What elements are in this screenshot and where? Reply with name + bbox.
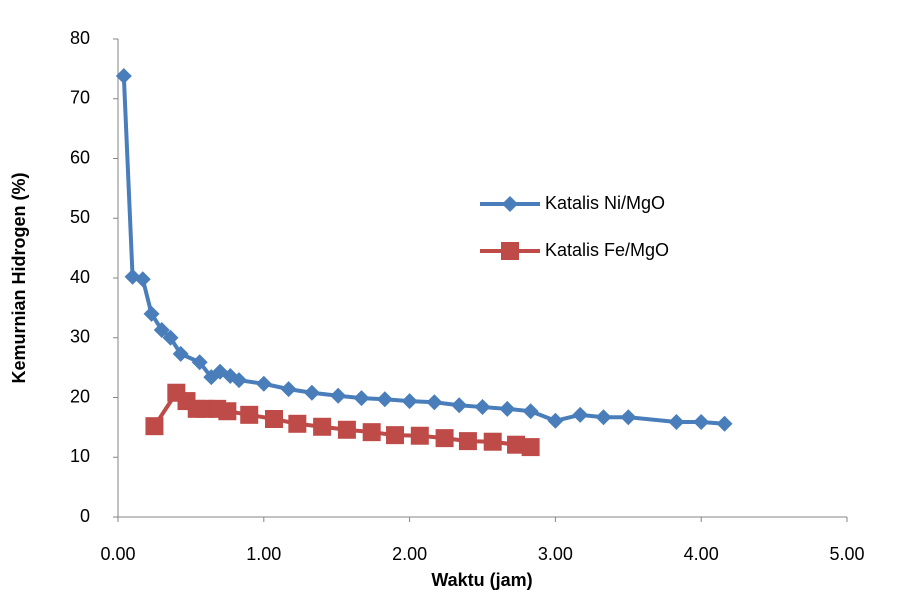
marker	[145, 417, 163, 435]
x-tick-label: 5.00	[829, 544, 864, 564]
marker	[717, 416, 733, 432]
marker	[402, 393, 418, 409]
marker	[475, 399, 491, 415]
marker	[377, 391, 393, 407]
marker	[596, 409, 612, 425]
marker	[523, 403, 539, 419]
x-tick-label: 2.00	[392, 544, 427, 564]
marker	[338, 421, 356, 439]
x-tick-label: 1.00	[246, 544, 281, 564]
y-tick-label: 0	[80, 506, 90, 526]
marker	[313, 418, 331, 436]
y-tick-label: 30	[70, 327, 90, 347]
marker	[572, 407, 588, 423]
marker	[522, 438, 540, 456]
marker	[451, 397, 467, 413]
marker	[620, 409, 636, 425]
marker	[411, 427, 429, 445]
x-axis-title: Waktu (jam)	[431, 570, 532, 590]
marker	[499, 401, 515, 417]
legend-marker	[502, 196, 518, 212]
marker	[265, 410, 283, 428]
x-tick-label: 4.00	[684, 544, 719, 564]
marker	[218, 402, 236, 420]
y-tick-label: 80	[70, 28, 90, 48]
y-tick-label: 70	[70, 88, 90, 108]
y-tick-label: 50	[70, 207, 90, 227]
x-tick-label: 0.00	[100, 544, 135, 564]
marker	[363, 423, 381, 441]
marker	[330, 388, 346, 404]
chart: Waktu (jam) Kemurnian Hidrogen (%) 0 10 20…	[0, 0, 911, 599]
legend-label: Katalis Ni/MgO	[545, 193, 665, 213]
marker	[304, 385, 320, 401]
y-axis-title: Kemurnian Hidrogen (%)	[9, 172, 29, 383]
marker	[353, 390, 369, 406]
x-tick-label: 3.00	[538, 544, 573, 564]
marker	[484, 433, 502, 451]
marker	[668, 414, 684, 430]
legend-label: Katalis Fe/MgO	[545, 240, 669, 260]
marker	[288, 415, 306, 433]
marker	[240, 406, 258, 424]
marker	[281, 381, 297, 397]
y-tick-label: 20	[70, 386, 90, 406]
y-tick-label: 60	[70, 147, 90, 167]
marker	[256, 376, 272, 392]
y-tick-label: 10	[70, 446, 90, 466]
marker	[547, 413, 563, 429]
marker	[386, 426, 404, 444]
marker	[693, 414, 709, 430]
marker	[459, 432, 477, 450]
legend-marker	[501, 242, 519, 260]
y-tick-label: 40	[70, 267, 90, 287]
marker	[436, 429, 454, 447]
marker	[426, 394, 442, 410]
